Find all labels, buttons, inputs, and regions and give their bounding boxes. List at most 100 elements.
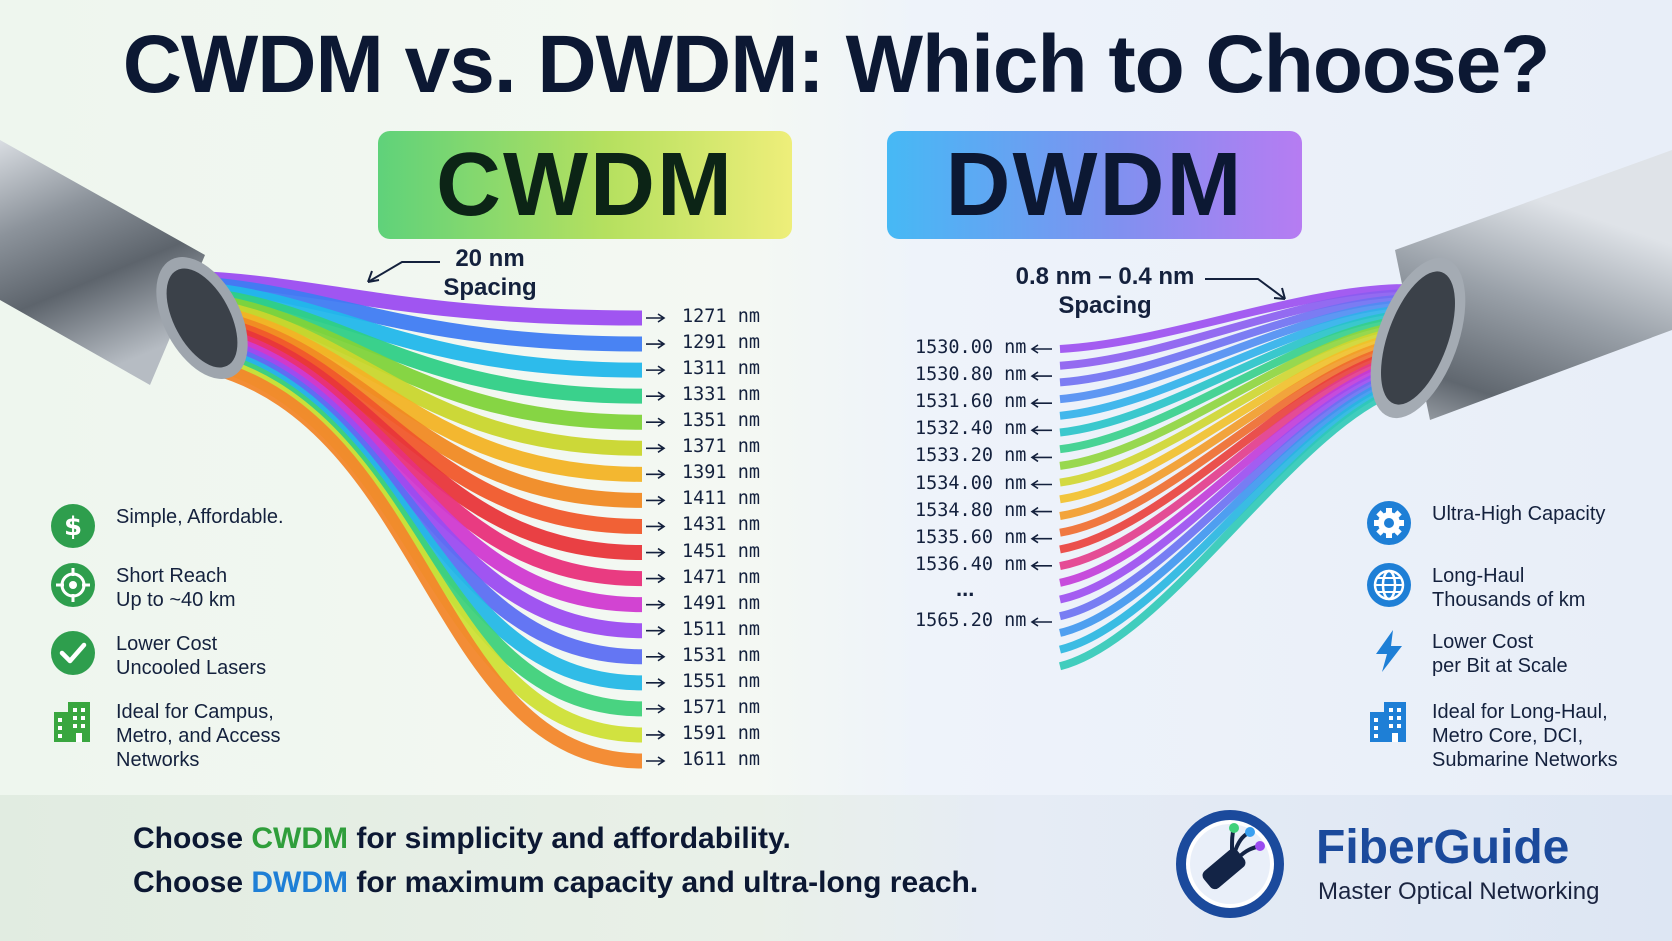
summary-suffix: for maximum capacity and ultra-long reac… — [348, 866, 979, 899]
building-icon — [1366, 698, 1412, 744]
dwdm-fiber-channel — [1059, 310, 1409, 437]
dwdm-fiber-channel — [1059, 362, 1409, 604]
dwdm-fiber-channel — [1059, 330, 1409, 504]
cwdm-wavelength-label: 1431 nm — [682, 514, 760, 536]
summary-prefix: Choose — [133, 822, 252, 855]
dwdm-arrow — [1030, 371, 1052, 381]
dwdm-feature-line: Submarine Networks — [1432, 749, 1618, 771]
summary-prefix: Choose — [133, 866, 252, 899]
cwdm-wavelength-label: 1531 nm — [682, 644, 760, 666]
cwdm-wavelength-label: 1411 nm — [682, 488, 760, 510]
cwdm-arrow — [646, 443, 666, 453]
dollar-icon: $ — [50, 503, 96, 549]
summary-line-cwdm: Choose CWDM for simplicity and affordabi… — [133, 822, 791, 856]
cwdm-wavelength-arrows — [646, 313, 666, 766]
dwdm-fiber-channel — [1059, 315, 1409, 454]
dwdm-feature-text: Long-Haul Thousands of km — [1432, 562, 1585, 612]
brand-name: FiberGuide — [1316, 821, 1570, 874]
cwdm-arrow — [646, 495, 666, 506]
summary-keyword-dwdm: DWDM — [251, 866, 348, 899]
dwdm-feature-line: Lower Cost — [1432, 631, 1534, 653]
dwdm-wavelength-arrows — [1030, 344, 1052, 627]
dwdm-feature: Lower Cost per Bit at Scale — [1366, 628, 1568, 678]
cwdm-fiber-channel — [208, 359, 643, 769]
cwdm-arrow — [646, 365, 666, 375]
svg-text:$: $ — [64, 512, 82, 542]
cwdm-arrow — [646, 652, 666, 662]
cwdm-wavelength-label: 1451 nm — [682, 540, 760, 562]
cwdm-badge: CWDM — [378, 131, 792, 239]
summary-band — [0, 795, 1672, 941]
cwdm-wavelength-label: 1371 nm — [682, 436, 760, 458]
dwdm-feature-line: Ultra-High Capacity — [1432, 503, 1606, 525]
cwdm-arrow — [646, 521, 666, 532]
cwdm-feature-line: Ideal for Campus, — [116, 701, 274, 723]
dwdm-feature-text: Ultra-High Capacity — [1432, 500, 1605, 526]
cwdm-spacing-label: 20 nm Spacing — [430, 244, 550, 302]
cwdm-arrow — [646, 678, 666, 688]
cwdm-feature: Lower Cost Uncooled Lasers — [50, 630, 266, 680]
dwdm-fiber-channel — [1059, 289, 1409, 370]
dwdm-fiber-channel — [1059, 299, 1409, 404]
target-icon — [51, 563, 95, 607]
cwdm-feature-line: Lower Cost — [116, 633, 218, 655]
dwdm-fiber-channel — [1059, 356, 1409, 587]
cwdm-feature-text: Lower Cost Uncooled Lasers — [116, 630, 266, 680]
summary-line-dwdm: Choose DWDM for maximum capacity and ult… — [133, 866, 978, 900]
cwdm-feature-text: Short Reach Up to ~40 km — [116, 562, 236, 612]
gear-icon — [1367, 501, 1411, 545]
dwdm-feature-line: Thousands of km — [1432, 589, 1586, 611]
dwdm-spacing-label: 0.8 nm – 0.4 nm Spacing — [985, 262, 1225, 320]
cwdm-arrow — [646, 573, 666, 584]
dwdm-cable-icon — [1370, 150, 1672, 420]
cwdm-feature-line: Simple, Affordable. — [116, 506, 284, 528]
check-icon — [51, 631, 95, 675]
dwdm-spacing-word: Spacing — [1058, 292, 1152, 319]
dwdm-fiber-channel — [1059, 320, 1409, 470]
cwdm-arrow — [646, 626, 666, 636]
dwdm-arrow — [1030, 452, 1052, 463]
fiberguide-logo-icon — [1176, 810, 1284, 918]
cwdm-arrow — [646, 547, 666, 558]
dwdm-arrow — [1030, 561, 1052, 571]
dwdm-arrow — [1030, 479, 1052, 490]
cwdm-wavelength-label: 1491 nm — [682, 592, 760, 614]
dwdm-wavelength-label: 1535.60 nm — [915, 526, 1027, 548]
cwdm-arrow — [646, 599, 666, 610]
dwdm-feature-text: Lower Cost per Bit at Scale — [1432, 628, 1568, 678]
cwdm-spacing-arrow — [367, 261, 440, 283]
dwdm-ellipsis: ... — [956, 576, 975, 601]
cwdm-feature-line: Short Reach — [116, 565, 228, 587]
cwdm-wavelength-label: 1611 nm — [682, 749, 760, 770]
dwdm-wavelength-label: 1534.00 nm — [915, 472, 1027, 494]
cwdm-wavelength-label: 1591 nm — [682, 722, 760, 744]
cwdm-feature: Short Reach Up to ~40 km — [50, 562, 236, 612]
dwdm-wavelength-label: 1531.60 nm — [915, 391, 1027, 413]
summary-suffix: for simplicity and affordability. — [348, 822, 791, 855]
cwdm-wavelength-label: 1551 nm — [682, 670, 760, 692]
dwdm-feature-line: per Bit at Scale — [1432, 655, 1568, 677]
dwdm-wavelength-label: 1532.40 nm — [915, 418, 1027, 440]
dwdm-feature-text: Ideal for Long-Haul, Metro Core, DCI, Subm… — [1432, 698, 1618, 772]
dwdm-feature-line: Long-Haul — [1432, 565, 1525, 587]
building-icon — [54, 702, 90, 742]
cwdm-arrow — [646, 756, 666, 766]
cwdm-wavelength-label: 1571 nm — [682, 696, 760, 718]
lightning-icon — [1366, 628, 1412, 674]
cwdm-feature: $ Simple, Affordable. — [50, 503, 284, 549]
cwdm-feature-line: Metro, and Access — [116, 725, 281, 747]
cwdm-feature-text: Ideal for Campus, Metro, and Access Networ… — [116, 698, 281, 772]
dwdm-feature: Long-Haul Thousands of km — [1366, 562, 1585, 612]
dwdm-feature: Ideal for Long-Haul, Metro Core, DCI, Subm… — [1366, 698, 1618, 772]
dwdm-last-wavelength: 1565.20 nm — [915, 610, 1027, 631]
brand-tagline: Master Optical Networking — [1318, 878, 1600, 905]
dwdm-fiber-channel — [1059, 372, 1409, 637]
cwdm-arrow — [646, 417, 666, 427]
dwdm-arrow — [1030, 398, 1052, 408]
dwdm-fiber-channel — [1059, 341, 1409, 537]
cwdm-feature-text: Simple, Affordable. — [116, 503, 284, 529]
cwdm-arrow — [646, 704, 666, 714]
globe-icon — [1366, 562, 1412, 608]
dwdm-fiber-channel — [1059, 367, 1409, 621]
